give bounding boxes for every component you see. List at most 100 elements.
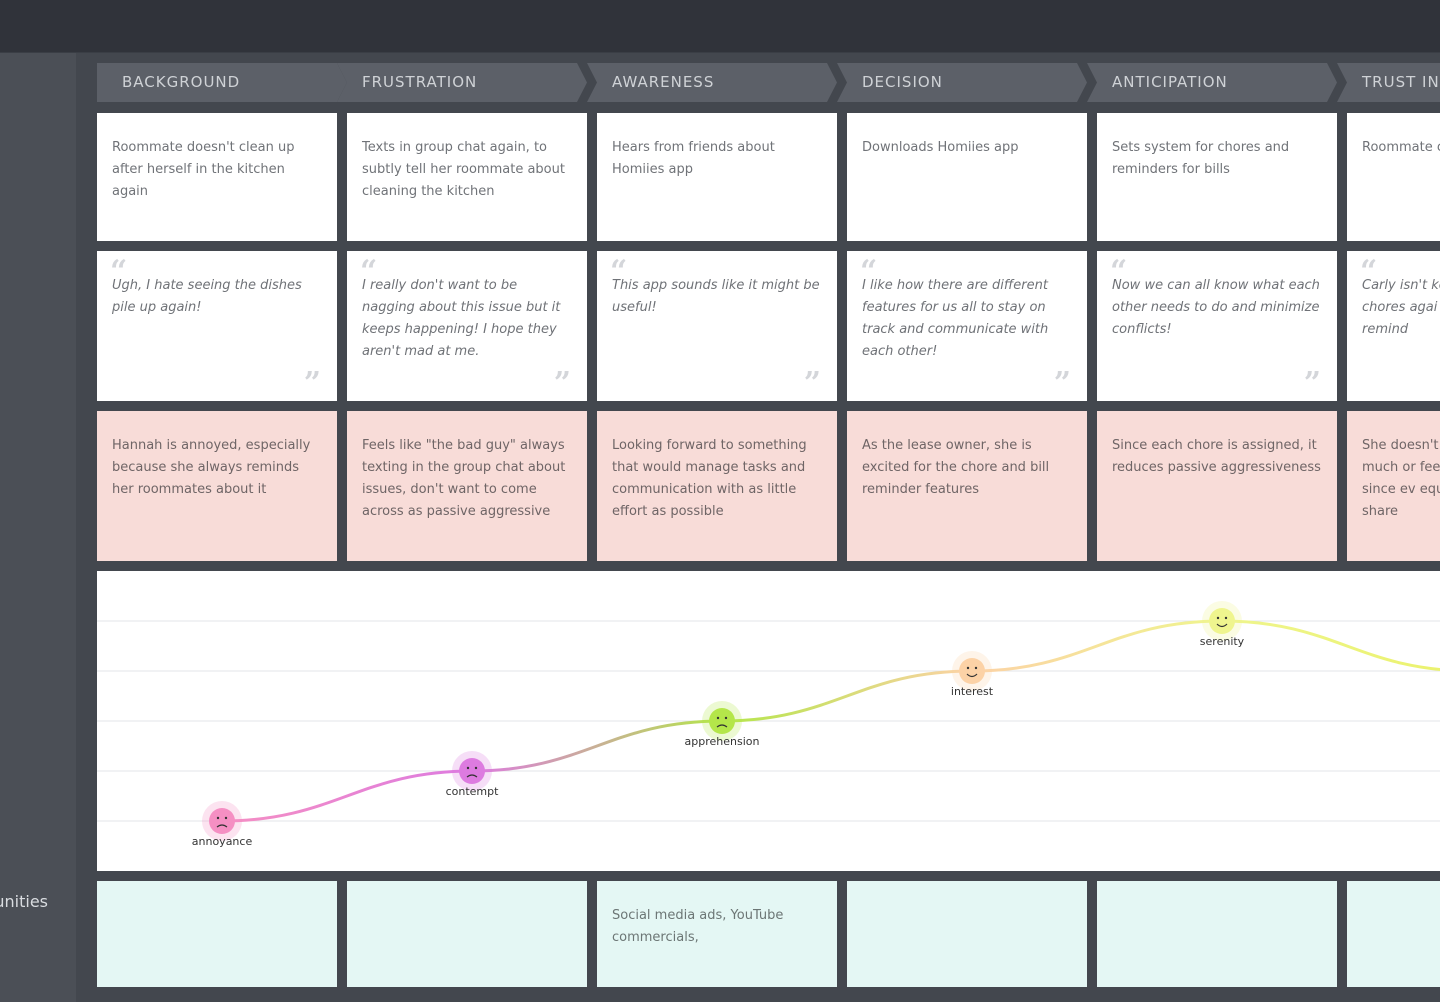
opportunity-card[interactable]: Social media ads, YouTube commercials, [597, 881, 837, 987]
thought-card[interactable]: Hannah is annoyed, especially because sh… [97, 411, 337, 561]
emotion-face-icon [709, 708, 735, 734]
quote-text: Carly isn't ke chores agai app remind [1362, 278, 1440, 337]
phase-trust[interactable]: TRUST IN [1337, 63, 1440, 102]
open-quote-icon: “ [1360, 254, 1378, 289]
face-eye-icon [216, 816, 220, 820]
emotion-chart: annoyance contempt apprehension interest ser… [97, 571, 1440, 871]
thought-card[interactable]: Looking forward to something that would … [597, 411, 837, 561]
action-text: Roommate chores [1362, 140, 1440, 155]
emotion-label: annoyance [192, 835, 253, 848]
emotion-label: interest [951, 685, 994, 698]
emotion-curve-segment [220, 769, 474, 823]
action-card[interactable]: Downloads Homiies app [847, 113, 1087, 241]
action-card[interactable]: Texts in group chat again, to subtly tel… [347, 113, 587, 241]
opportunity-card[interactable] [97, 881, 337, 987]
quote-text: I really don't want to be nagging about … [362, 278, 561, 359]
quote-text: Now we can all know what each other need… [1112, 278, 1320, 337]
opportunity-card[interactable] [847, 881, 1087, 987]
action-card[interactable]: Roommate chores [1347, 113, 1440, 241]
action-text: Sets system for chores and reminders for… [1112, 140, 1290, 177]
quote-text: This app sounds like it might be useful! [612, 278, 820, 315]
opportunity-card[interactable] [347, 881, 587, 987]
face-mouth-icon [466, 774, 478, 778]
quote-text: Ugh, I hate seeing the dishes pile up ag… [112, 278, 302, 315]
phase-label: TRUST IN [1362, 73, 1440, 91]
action-text: Hears from friends about Homiies app [612, 140, 775, 177]
phase-frustration[interactable]: FRUSTRATION [337, 63, 587, 102]
close-quote-icon: ” [803, 366, 821, 401]
quote-card[interactable]: “ This app sounds like it might be usefu… [597, 251, 837, 401]
open-quote-icon: “ [860, 254, 878, 289]
face-mouth-icon [216, 824, 228, 828]
quote-card[interactable]: “ I really don't want to be nagging abou… [347, 251, 587, 401]
face-eye-icon [966, 666, 970, 670]
quote-card[interactable]: “ Now we can all know what each other ne… [1097, 251, 1337, 401]
emotion-curve-segment [1220, 619, 1440, 671]
action-text: Roommate doesn't clean up after herself … [112, 140, 295, 199]
face-mouth-icon [1216, 623, 1228, 628]
phase-label: FRUSTRATION [362, 73, 478, 91]
quote-card[interactable]: “ I like how there are different feature… [847, 251, 1087, 401]
quote-text: I like how there are different features … [862, 278, 1049, 359]
face-eye-icon [974, 666, 978, 670]
thought-text: As the lease owner, she is excited for t… [862, 438, 1050, 497]
emotion-curve-svg: annoyance contempt apprehension interest ser… [97, 601, 1440, 848]
emotion-face-icon [459, 758, 485, 784]
emotion-face-icon [959, 658, 985, 684]
opportunity-card[interactable] [1347, 881, 1440, 987]
action-card[interactable]: Hears from friends about Homiies app [597, 113, 837, 241]
face-eye-icon [466, 766, 470, 770]
action-card[interactable]: Roommate doesn't clean up after herself … [97, 113, 337, 241]
face-eye-icon [474, 766, 478, 770]
opportunities-label: Opportunities [0, 892, 48, 911]
open-quote-icon: “ [360, 254, 378, 289]
quote-card[interactable]: “ Ugh, I hate seeing the dishes pile up … [97, 251, 337, 401]
action-text: Downloads Homiies app [862, 140, 1019, 155]
face-eye-icon [1216, 616, 1220, 620]
thought-text: Feels like "the bad guy" always texting … [362, 438, 566, 519]
face-eye-icon [1224, 616, 1228, 620]
phase-label: AWARENESS [612, 73, 715, 91]
thought-text: She doesn't much or fee guy since ev equ… [1362, 438, 1440, 519]
thought-text: Since each chore is assigned, it reduces… [1112, 438, 1321, 475]
thought-card[interactable]: As the lease owner, she is excited for t… [847, 411, 1087, 561]
opportunities-row-label: Opportunities [0, 892, 76, 916]
emotion-label: serenity [1200, 635, 1245, 648]
phase-decision[interactable]: DECISION [837, 63, 1087, 102]
action-text: Texts in group chat again, to subtly tel… [362, 140, 565, 199]
opportunity-card[interactable] [1097, 881, 1337, 987]
phase-awareness[interactable]: AWARENESS [587, 63, 837, 102]
open-quote-icon: “ [110, 254, 128, 289]
action-card[interactable]: Sets system for chores and reminders for… [1097, 113, 1337, 241]
phase-label: DECISION [862, 73, 943, 91]
emotion-face-icon [209, 808, 235, 834]
emotion-curve-segment [720, 669, 974, 723]
opportunity-text: Social media ads, YouTube commercials, [612, 908, 784, 945]
top-toolbar [0, 0, 1440, 53]
close-quote-icon: ” [1053, 366, 1071, 401]
thought-card[interactable]: Since each chore is assigned, it reduces… [1097, 411, 1337, 561]
close-quote-icon: ” [553, 366, 571, 401]
emotion-label: apprehension [685, 735, 760, 748]
phase-anticipation[interactable]: ANTICIPATION [1087, 63, 1337, 102]
quote-card[interactable]: “ Carly isn't ke chores agai app remind [1347, 251, 1440, 401]
thought-text: Hannah is annoyed, especially because sh… [112, 438, 311, 497]
close-quote-icon: ” [1303, 366, 1321, 401]
row-label-sidebar [0, 53, 76, 1002]
close-quote-icon: ” [303, 366, 321, 401]
face-eye-icon [724, 716, 728, 720]
phase-label: BACKGROUND [122, 73, 241, 91]
emotion-label: contempt [446, 785, 500, 798]
emotion-curve-segment [970, 619, 1224, 673]
thought-text: Looking forward to something that would … [612, 438, 807, 519]
phase-label: ANTICIPATION [1112, 73, 1228, 91]
face-mouth-icon [966, 673, 978, 678]
emotion-face-icon [1209, 608, 1235, 634]
face-eye-icon [224, 816, 228, 820]
thought-card[interactable]: Feels like "the bad guy" always texting … [347, 411, 587, 561]
open-quote-icon: “ [610, 254, 628, 289]
phase-background[interactable]: BACKGROUND [97, 63, 347, 102]
emotion-curve-segment [470, 719, 724, 773]
face-eye-icon [716, 716, 720, 720]
thought-card[interactable]: She doesn't much or fee guy since ev equ… [1347, 411, 1440, 561]
